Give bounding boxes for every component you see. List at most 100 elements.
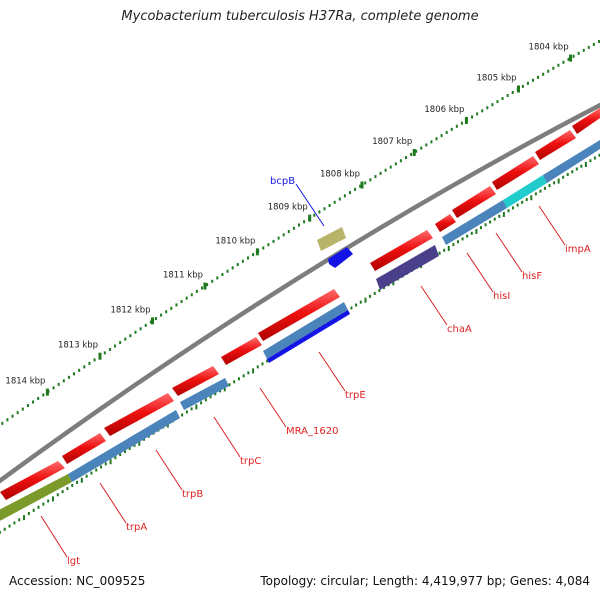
scale-major-tick xyxy=(98,352,102,360)
feature-trpE[interactable] xyxy=(267,310,350,363)
scale-dot xyxy=(200,286,203,290)
scale-dot xyxy=(216,276,219,280)
scale-dot xyxy=(389,165,392,169)
scale-dot xyxy=(181,413,184,417)
scale-dot xyxy=(256,365,259,369)
scale-dot xyxy=(572,54,575,58)
scale-dot xyxy=(261,362,264,366)
scale-dot xyxy=(246,256,249,260)
scale-dot xyxy=(108,347,111,351)
scale-dot xyxy=(374,175,377,179)
feature-trpC-block[interactable] xyxy=(180,378,229,410)
scale-dot xyxy=(277,236,280,240)
scale-dot xyxy=(489,220,492,224)
scale-dot xyxy=(170,306,173,310)
scale-dot xyxy=(1,421,4,425)
scale-dot xyxy=(552,66,555,70)
feature-trpE-block[interactable] xyxy=(263,302,348,359)
label-trpA[interactable]: trpA xyxy=(126,522,147,533)
scale-dot xyxy=(66,487,69,491)
scale-dot xyxy=(252,253,255,257)
scale-dot xyxy=(114,344,117,348)
scale-dot xyxy=(498,214,501,218)
scale-label: 1812 kbp xyxy=(111,305,151,315)
scale-dot xyxy=(542,72,545,76)
forward-gene[interactable] xyxy=(62,433,106,464)
scale-dot xyxy=(104,462,107,466)
label-chaA[interactable]: chaA xyxy=(447,324,472,335)
scale-dot xyxy=(420,146,423,150)
scale-dot xyxy=(138,440,141,446)
feature-hisI-block[interactable] xyxy=(442,200,507,245)
scale-dot xyxy=(0,530,1,534)
forward-gene[interactable] xyxy=(104,393,174,436)
scale-dot xyxy=(123,450,126,454)
label-lgt[interactable]: lgt xyxy=(67,556,80,567)
scale-dot xyxy=(425,143,428,147)
feature-trp-block[interactable] xyxy=(68,410,180,482)
forward-gene[interactable] xyxy=(452,186,496,218)
scale-label: 1805 kbp xyxy=(476,73,516,83)
scale-dot xyxy=(32,400,35,404)
scale-dot xyxy=(575,167,578,171)
forward-gene[interactable] xyxy=(172,366,219,396)
scale-dot xyxy=(486,106,489,110)
forward-gene[interactable] xyxy=(258,289,340,341)
forward-gene[interactable] xyxy=(0,461,65,500)
forward-gene-track xyxy=(0,108,600,500)
label-MRA_1620[interactable]: MRA_1620 xyxy=(286,426,338,437)
scale-labels: 1814 kbp 1813 kbp 1812 kbp 1811 kbp 1810 kbp… xyxy=(5,43,568,387)
label-trpE[interactable]: trpE xyxy=(345,390,366,401)
scale-dot xyxy=(548,184,551,188)
scale-dot xyxy=(76,480,79,484)
forward-gene[interactable] xyxy=(370,230,433,271)
scale-dot xyxy=(479,226,482,230)
forward-gene[interactable] xyxy=(221,337,262,365)
forward-gene[interactable] xyxy=(492,156,539,190)
scale-dot xyxy=(88,361,91,365)
forward-gene[interactable] xyxy=(435,214,456,232)
scale-dot xyxy=(502,212,505,218)
scale-label: 1810 kbp xyxy=(215,236,255,246)
scale-dot xyxy=(18,518,21,522)
label-hisF[interactable]: hisF xyxy=(522,271,542,282)
label-trpC[interactable]: trpC xyxy=(240,456,261,467)
feature-lgt[interactable] xyxy=(0,474,72,522)
scale-dot xyxy=(42,502,45,506)
scale-dot xyxy=(587,45,590,49)
scale-dot xyxy=(209,395,212,399)
feature-right-block[interactable] xyxy=(543,140,600,183)
scale-dot xyxy=(348,191,351,195)
scale-dot xyxy=(160,313,163,317)
scale-dot xyxy=(543,186,546,190)
scale-dot xyxy=(180,300,183,304)
label-hisI[interactable]: hisI xyxy=(493,291,510,302)
scale-label: 1811 kbp xyxy=(163,271,203,281)
scale-dot xyxy=(512,206,515,210)
feature-impA[interactable] xyxy=(503,175,547,208)
scale-dot xyxy=(292,226,295,230)
scale-label: 1806 kbp xyxy=(424,105,464,115)
scale-major-tick xyxy=(308,214,312,222)
bcpB-feature[interactable] xyxy=(295,183,353,268)
feature-chaA[interactable] xyxy=(376,245,439,290)
scale-dot xyxy=(51,496,54,502)
label-trpB[interactable]: trpB xyxy=(182,489,203,500)
label-impA[interactable]: impA xyxy=(565,244,591,255)
scale-dot xyxy=(547,69,550,73)
genome-summary: Topology: circular; Length: 4,419,977 bp… xyxy=(260,574,590,588)
forward-gene[interactable] xyxy=(535,130,576,160)
scale-dot xyxy=(369,178,372,182)
scale-dot xyxy=(507,209,510,213)
scale-dot xyxy=(109,459,112,465)
forward-gene[interactable] xyxy=(572,108,600,134)
scale-dot xyxy=(539,189,542,193)
label-bcpB[interactable]: bcpB xyxy=(270,176,295,187)
scale-dot xyxy=(226,269,229,273)
scale-dot xyxy=(466,234,469,238)
scale-dot xyxy=(364,297,367,303)
scale-dot xyxy=(124,337,127,341)
scale-dot xyxy=(206,283,209,287)
map-title: Mycobacterium tuberculosis H37Ra, comple… xyxy=(121,9,479,24)
